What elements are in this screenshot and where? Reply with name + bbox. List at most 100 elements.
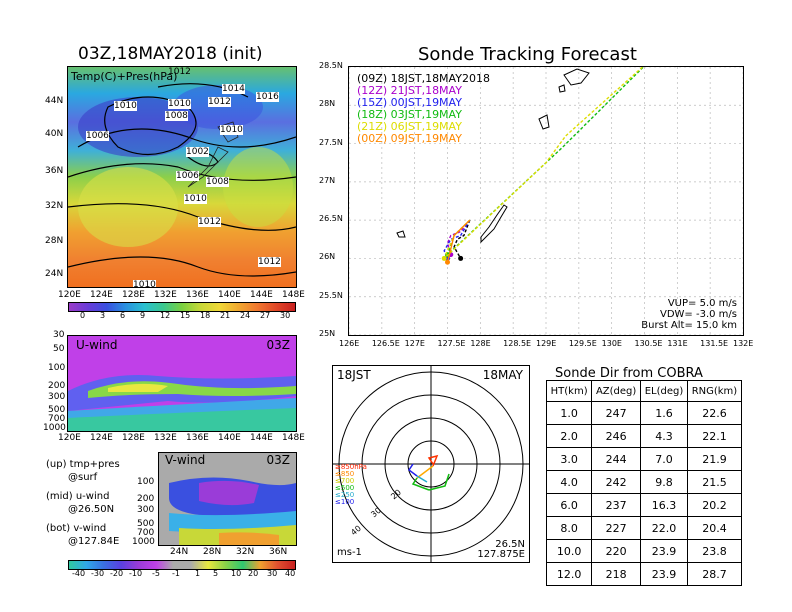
cobra-table-wrap: HT(km) AZ(deg) EL(deg) RNG(km) 1.0 247 1.6… xyxy=(545,380,743,586)
map-lon-tick: 128E xyxy=(122,290,145,300)
map-lat-tick: 36N xyxy=(45,166,64,176)
param-burst: Burst Alt= 15.0 km xyxy=(641,320,737,331)
y-tick-label: 26.5N xyxy=(319,214,343,224)
isobar-label: 1012 xyxy=(258,257,281,267)
table-cell: 247 xyxy=(591,401,642,425)
series-point xyxy=(445,259,450,265)
v-wind-svg xyxy=(159,453,296,545)
u-wind-label: U-wind xyxy=(76,338,118,352)
y-tick-label: 27N xyxy=(319,175,336,185)
y-tick-label: 26N xyxy=(319,252,336,262)
u-lon-tick: 140E xyxy=(218,433,241,443)
table-cell: 22.1 xyxy=(686,424,743,448)
colorbar-tick: 3 xyxy=(100,311,106,320)
u-p-tick: 1000 xyxy=(43,423,66,433)
u-p-tick: 300 xyxy=(48,392,66,402)
isobar-label: 1012 xyxy=(198,217,221,227)
wind-tick: -1 xyxy=(172,569,180,578)
u-lon-tick: 128E xyxy=(122,433,145,443)
note-line: (mid) u-wind xyxy=(46,491,110,502)
table-row: 4.0 242 9.8 21.5 xyxy=(545,470,743,494)
wind-tick: 20 xyxy=(248,569,259,578)
table-row: 3.0 244 7.0 21.9 xyxy=(545,447,743,471)
wind-tick: -40 xyxy=(72,569,86,578)
table-row: 1.0 247 1.6 22.6 xyxy=(545,401,743,425)
hodo-trace xyxy=(427,454,439,467)
table-cell: 218 xyxy=(591,562,642,586)
isobar-label: 1006 xyxy=(176,171,199,181)
temp-pressure-map: Temp(C)+Pres(hPa) 1012 1014 1016 1010 10… xyxy=(67,66,297,288)
v-p-tick: 300 xyxy=(137,505,155,515)
wind-tick: -5 xyxy=(152,569,160,578)
v-p-tick: 500 xyxy=(137,519,155,529)
wind-tick: -30 xyxy=(91,569,105,578)
table-cell: 21.5 xyxy=(686,470,743,494)
hodo-trace xyxy=(416,465,434,479)
hodo-unit: ms-1 xyxy=(337,547,362,558)
isobar-label: 1008 xyxy=(206,177,229,187)
table-row: 6.0 237 16.3 20.2 xyxy=(545,493,743,517)
tracking-chart: (09Z) 18JST,18MAY2018 (12Z) 21JST,18MAY … xyxy=(348,58,744,336)
table-cell: 28.7 xyxy=(686,562,743,586)
isobar-label: 1010 xyxy=(184,194,207,204)
x-tick-label: 129E xyxy=(536,339,557,348)
wind-tick: 40 xyxy=(285,569,296,578)
v-lat-tick: 32N xyxy=(236,547,255,557)
u-p-tick: 50 xyxy=(53,344,65,354)
legend-entry-15z: (15Z) 00JST,19MAY xyxy=(357,96,462,109)
map-lon-tick: 136E xyxy=(186,290,209,300)
left-title: 03Z,18MAY2018 (init) xyxy=(78,44,263,64)
x-tick-label: 132E xyxy=(733,339,754,348)
table-row: 8.0 227 22.0 20.4 xyxy=(545,516,743,540)
table-row: 2.0 246 4.3 22.1 xyxy=(545,424,743,448)
map-lat-tick: 28N xyxy=(45,236,64,246)
y-tick-label: 27.5N xyxy=(319,137,343,147)
v-wind-panel: V-wind 03Z xyxy=(158,452,297,546)
track-series xyxy=(441,58,652,265)
u-lon-tick: 132E xyxy=(154,433,177,443)
map-lon-tick: 132E xyxy=(154,290,177,300)
x-tick-label: 127.5E xyxy=(437,339,466,348)
wind-tick: 5 xyxy=(213,569,219,578)
hodo-height-legend: ≥850hPa ≤850 ≤700 ≤500 ≤250 ≤100 xyxy=(335,464,367,506)
v-wind-label: V-wind xyxy=(165,453,206,467)
u-lon-tick: 136E xyxy=(186,433,209,443)
table-row: 12.0 218 23.9 28.7 xyxy=(545,562,743,586)
cobra-header: RNG(km) xyxy=(686,380,743,402)
hodo-trace xyxy=(416,475,428,483)
table-cell: 220 xyxy=(591,539,642,563)
u-lon-tick: 120E xyxy=(58,433,81,443)
isobar-label: 1008 xyxy=(165,111,188,121)
isobar-label: 1014 xyxy=(222,84,245,94)
isobar-label: 1002 xyxy=(186,147,209,157)
param-vup: VUP= 5.0 m/s xyxy=(667,298,737,309)
height-legend-entry: ≤250 xyxy=(335,491,355,499)
legend-entry-12z: (12Z) 21JST,18MAY xyxy=(357,84,462,97)
table-cell: 10.0 xyxy=(545,539,593,563)
colorbar-tick: 6 xyxy=(120,311,126,320)
u-p-tick: 200 xyxy=(48,381,66,391)
hodo-trace xyxy=(407,463,418,477)
series-point xyxy=(458,255,464,261)
table-cell: 21.9 xyxy=(686,447,743,471)
legend-entry-09z: (09Z) 18JST,18MAY2018 xyxy=(357,72,490,85)
wind-tick: 1 xyxy=(195,569,201,578)
wind-colorbar xyxy=(68,560,296,570)
map-lat-tick: 44N xyxy=(45,96,64,106)
v-p-tick: 200 xyxy=(137,494,155,504)
table-cell: 8.0 xyxy=(545,516,593,540)
isobar-label: 1010 xyxy=(220,125,243,135)
v-p-tick: 100 xyxy=(137,477,155,487)
u-wind-time: 03Z xyxy=(266,338,291,352)
coastline xyxy=(396,68,590,244)
table-cell: 20.2 xyxy=(686,493,743,517)
table-cell: 1.0 xyxy=(545,401,593,425)
isobar-label: 1010 xyxy=(114,101,137,111)
map-lon-tick: 140E xyxy=(218,290,241,300)
table-cell: 237 xyxy=(591,493,642,517)
isobar-label: 1012 xyxy=(168,67,191,77)
map-lat-tick: 24N xyxy=(45,269,64,279)
table-cell: 23.9 xyxy=(640,562,688,586)
table-cell: 23.9 xyxy=(640,539,688,563)
hodo-lat: 26.5N xyxy=(495,539,525,550)
